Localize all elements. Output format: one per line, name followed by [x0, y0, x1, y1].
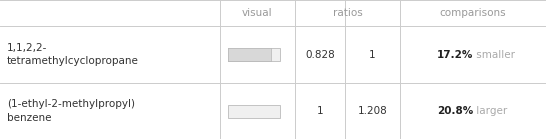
- FancyBboxPatch shape: [228, 48, 271, 61]
- Text: visual: visual: [242, 8, 273, 18]
- FancyBboxPatch shape: [228, 48, 280, 61]
- Text: 17.2%: 17.2%: [437, 49, 473, 59]
- Text: comparisons: comparisons: [440, 8, 506, 18]
- Text: 0.828: 0.828: [305, 49, 335, 59]
- Text: 1.208: 1.208: [358, 106, 387, 116]
- Text: smaller: smaller: [473, 49, 515, 59]
- Text: 1: 1: [369, 49, 376, 59]
- FancyBboxPatch shape: [228, 105, 280, 117]
- Text: larger: larger: [473, 106, 507, 116]
- Text: (1-ethyl-2-methylpropyl)
benzene: (1-ethyl-2-methylpropyl) benzene: [7, 99, 135, 123]
- Text: 20.8%: 20.8%: [437, 106, 473, 116]
- Text: 1: 1: [317, 106, 323, 116]
- Text: ratios: ratios: [333, 8, 363, 18]
- Text: 1,1,2,2-
tetramethylcyclopropane: 1,1,2,2- tetramethylcyclopropane: [7, 43, 139, 66]
